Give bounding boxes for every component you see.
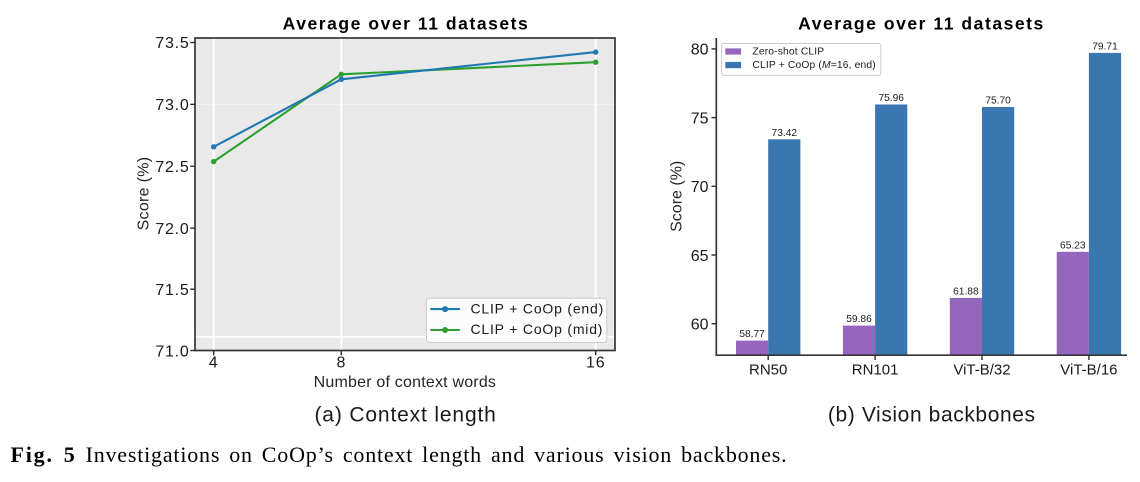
- svg-text:75: 75: [691, 110, 709, 127]
- svg-text:65.23: 65.23: [1060, 240, 1086, 251]
- svg-text:Average over 11 datasets: Average over 11 datasets: [798, 14, 1045, 34]
- svg-text:Number of context words: Number of context words: [314, 374, 496, 391]
- svg-text:CLIP + CoOp (M=16, end): CLIP + CoOp (M=16, end): [752, 60, 875, 71]
- svg-text:79.71: 79.71: [1092, 41, 1118, 52]
- svg-text:71.5: 71.5: [155, 282, 189, 299]
- svg-text:59.86: 59.86: [846, 314, 872, 325]
- svg-text:CLIP + CoOp (mid): CLIP + CoOp (mid): [471, 321, 604, 337]
- svg-text:72.0: 72.0: [155, 221, 189, 238]
- svg-text:Zero-shot CLIP: Zero-shot CLIP: [752, 46, 824, 57]
- svg-text:CLIP + CoOp (end): CLIP + CoOp (end): [471, 300, 605, 316]
- svg-text:Score (%): Score (%): [136, 157, 153, 231]
- svg-text:80: 80: [691, 42, 709, 59]
- svg-text:4: 4: [209, 355, 219, 372]
- svg-text:71.0: 71.0: [155, 343, 189, 360]
- svg-text:ViT-B/16: ViT-B/16: [1060, 362, 1117, 379]
- svg-text:(b) Vision backbones: (b) Vision backbones: [828, 404, 1036, 427]
- svg-text:(a) Context length: (a) Context length: [314, 404, 496, 427]
- svg-text:73.42: 73.42: [772, 128, 798, 139]
- svg-text:ViT-B/32: ViT-B/32: [953, 362, 1010, 379]
- svg-text:Score (%): Score (%): [669, 161, 686, 232]
- svg-text:75.70: 75.70: [985, 96, 1011, 107]
- svg-text:61.88: 61.88: [953, 286, 979, 297]
- svg-text:RN101: RN101: [852, 362, 899, 379]
- svg-text:60: 60: [691, 317, 709, 334]
- svg-text:RN50: RN50: [749, 362, 787, 379]
- svg-text:65: 65: [691, 248, 709, 265]
- svg-text:8: 8: [336, 355, 346, 372]
- svg-text:58.77: 58.77: [739, 329, 765, 340]
- svg-text:70: 70: [691, 179, 709, 196]
- svg-text:Average over 11 datasets: Average over 11 datasets: [283, 14, 530, 34]
- svg-text:73.5: 73.5: [155, 35, 189, 52]
- svg-text:75.96: 75.96: [878, 93, 904, 104]
- svg-text:16: 16: [586, 355, 605, 372]
- svg-text:72.5: 72.5: [155, 159, 189, 176]
- svg-text:73.0: 73.0: [155, 97, 189, 114]
